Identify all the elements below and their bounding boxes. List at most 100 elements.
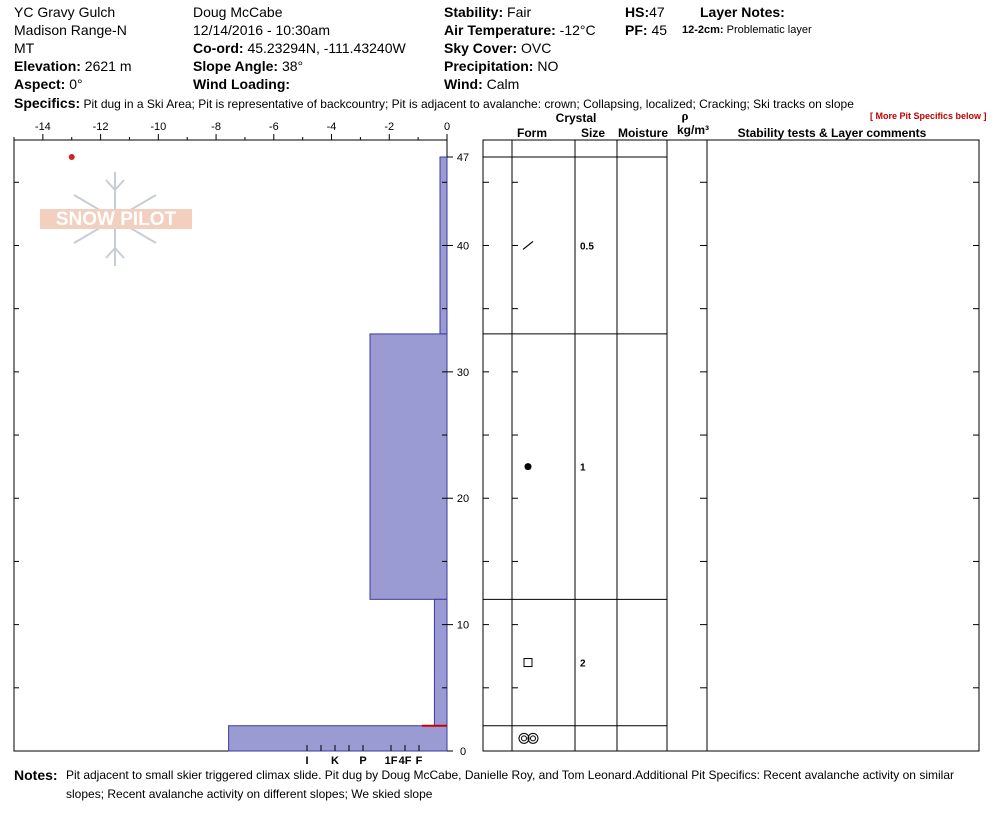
observer: Doug McCabe [193, 4, 283, 20]
range: Madison Range-N [14, 22, 127, 38]
elevation-label: Elevation: [14, 58, 81, 74]
hardness-bar [228, 725, 448, 752]
air-temperature: Air Temperature: -12°C [444, 21, 596, 39]
slash-stroke [522, 240, 534, 250]
crystal-size-label: 1 [580, 463, 586, 474]
specifics: Specifics: Pit dug in a Ski Area; Pit is… [14, 94, 854, 113]
hardness-tick-label: K [331, 755, 339, 767]
notes-label-text: Notes: [14, 767, 58, 783]
header-size: Size [581, 126, 605, 140]
layer-note-text: Problematic layer [726, 24, 812, 36]
stability-value: Fair [507, 4, 532, 20]
logo-banner [40, 209, 192, 229]
coord-value: 45.23294N, -111.43240W [247, 40, 406, 56]
logo-text: SNOW PILOT [56, 209, 177, 230]
wind-loading-label: Wind Loading: [193, 76, 291, 92]
hardness-tick-label: 1F [385, 755, 398, 767]
temp-tick-label: -2 [384, 121, 394, 133]
aspect-label: Aspect: [14, 76, 66, 92]
temp-tick-label: -6 [269, 121, 279, 133]
air-temp-label: Air Temperature: [444, 22, 556, 38]
height-tick-label: 47 [457, 152, 469, 164]
pf-label: PF: [625, 22, 648, 38]
temp-tick-label: -4 [327, 121, 337, 133]
pf: PF: 45 [625, 21, 667, 39]
hs-label: HS: [625, 4, 650, 20]
hardness-tick-label: F [416, 755, 423, 767]
height-tick-label: 0 [460, 746, 466, 758]
header-density-symbol: ρ [682, 108, 689, 123]
stability: Stability: Fair [444, 3, 531, 21]
stability-label: Stability: [444, 4, 504, 20]
wind-label: Wind: [444, 76, 483, 92]
pf-value: 45 [651, 22, 668, 38]
layer-note: 12-2cm: Problematic layer [682, 24, 812, 36]
precip-value: NO [537, 58, 559, 74]
slope-label: Slope Angle: [193, 58, 279, 74]
temp-tick-label: -8 [211, 121, 221, 133]
notes-label: Notes: [14, 766, 58, 785]
state: MT [14, 40, 35, 56]
ring-left-inner [521, 735, 527, 742]
hardness-bar [433, 598, 448, 727]
hardness-tick-label: P [359, 755, 366, 767]
air-temp-value: -12°C [559, 22, 596, 38]
crystal-size-label: 2 [580, 659, 586, 670]
square [523, 658, 533, 668]
height-tick-label: 10 [457, 620, 469, 632]
wind: Wind: Calm [444, 75, 519, 93]
hardness-tick-label: 4F [399, 755, 412, 767]
temperature-point [68, 154, 75, 160]
height-tick-label: 20 [457, 493, 469, 505]
ring-right [527, 732, 539, 744]
header-density-unit: kg/m³ [677, 123, 709, 137]
layer-note-range: 12-2cm: [682, 24, 724, 36]
height-tick-label: 40 [457, 240, 469, 252]
sky-value: OVC [521, 40, 552, 56]
crystal-size-label: 0.5 [580, 241, 594, 252]
hs: HS:47 [625, 3, 665, 21]
height-tick-label: 30 [457, 367, 469, 379]
crystal-form-faceted-icon [523, 658, 533, 668]
temp-tick-label: 0 [444, 121, 450, 133]
header-comments: Stability tests & Layer comments [738, 126, 927, 140]
coordinates: Co-ord: 45.23294N, -111.43240W [193, 39, 406, 57]
aspect-value: 0° [69, 76, 83, 92]
layer-notes-label: Layer Notes: [700, 4, 785, 20]
dot [524, 463, 532, 471]
sky-cover: Sky Cover: OVC [444, 39, 551, 57]
temp-tick-label: -12 [93, 121, 109, 133]
hardness-tick-label: I [305, 755, 308, 767]
header-moisture: Moisture [618, 126, 668, 140]
ring-right-inner [530, 735, 536, 742]
crystal-form-melt-freeze-icon [518, 732, 539, 744]
sky-label: Sky Cover: [444, 40, 518, 56]
crystal-form-decomposing-icon [522, 240, 534, 250]
temp-tick-label: -14 [35, 121, 51, 133]
temp-tick-label: -10 [150, 121, 166, 133]
slope-angle: Slope Angle: 38° [193, 57, 303, 75]
snowpilot-logo: SNOW PILOT [40, 172, 192, 266]
location: YC Gravy Gulch [14, 4, 116, 20]
hs-value: 47 [649, 4, 665, 20]
layer-table-frame [482, 139, 980, 752]
aspect: Aspect: 0° [14, 75, 83, 93]
coord-label: Co-ord: [193, 40, 244, 56]
crystal-form-rounded-icon [524, 463, 532, 471]
header-crystal: Crystal [556, 111, 597, 125]
more-specifics-link[interactable]: [ More Pit Specifics below ] [870, 111, 987, 121]
specifics-label: Specifics: [14, 95, 81, 111]
elevation-value: 2621 m [84, 58, 132, 74]
elevation: Elevation: 2621 m [14, 57, 132, 75]
datetime: 12/14/2016 - 10:30am [193, 22, 330, 38]
ring-left [518, 732, 530, 744]
notes-text: Pit adjacent to small skier triggered cl… [66, 768, 954, 801]
precipitation: Precipitation: NO [444, 57, 558, 75]
hardness-bar [369, 333, 448, 600]
specifics-text: Pit dug in a Ski Area; Pit is representa… [83, 97, 854, 111]
slope-value: 38° [281, 58, 304, 74]
wind-value: Calm [486, 76, 520, 92]
header-form: Form [517, 126, 547, 140]
precip-label: Precipitation: [444, 58, 534, 74]
